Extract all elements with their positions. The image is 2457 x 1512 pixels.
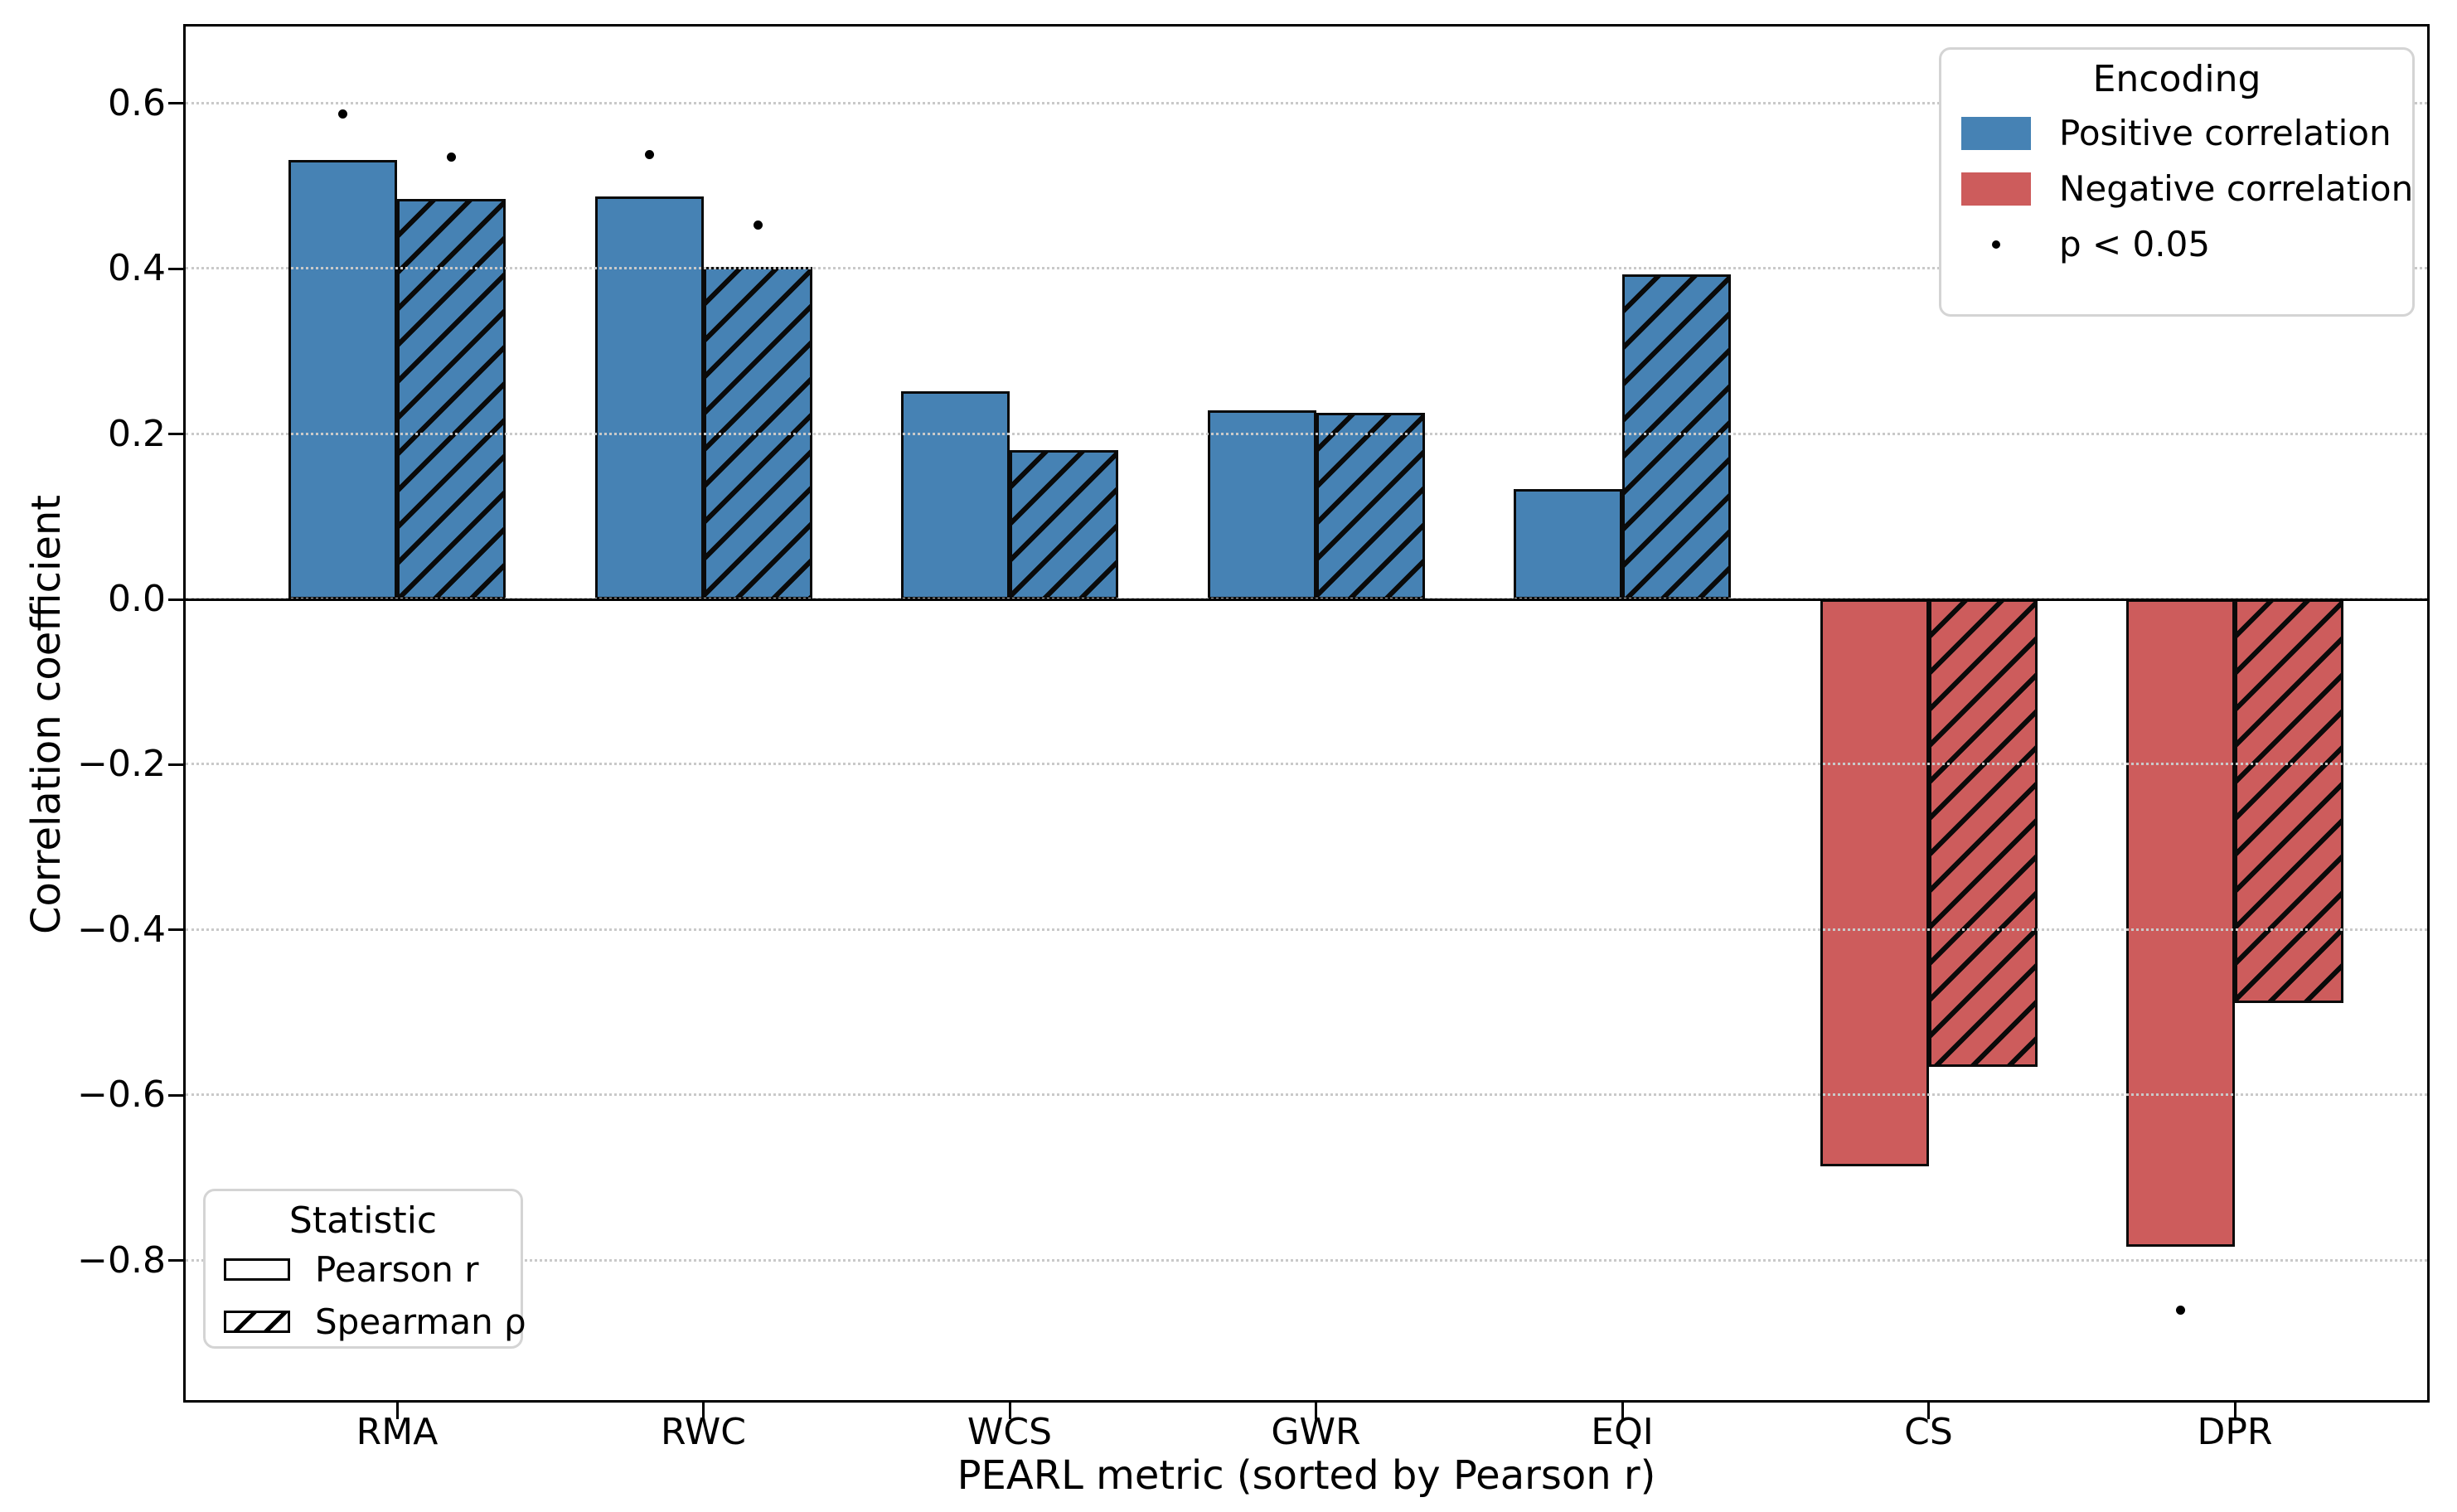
significance-dot-dpr — [2176, 1305, 2185, 1315]
y-tick-label: −0.8 — [77, 1238, 166, 1282]
bar-gwr-pearson — [1207, 410, 1316, 599]
y-tick-mark — [168, 433, 183, 436]
x-axis-label: PEARL metric (sorted by Pearson r) — [957, 1452, 1656, 1499]
y-tick-label: 0.6 — [108, 81, 166, 124]
negative-correlation-swatch — [1961, 172, 2031, 206]
y-tick-mark — [168, 598, 183, 601]
bar-rma-spearman — [397, 199, 506, 599]
gridline-y — [186, 267, 2427, 270]
y-tick-label: −0.6 — [77, 1073, 166, 1117]
legend-item-spearman: Spearman ρ — [224, 1301, 526, 1342]
x-tick-mark — [1008, 1403, 1011, 1419]
legend-item-label: p < 0.05 — [2059, 224, 2211, 264]
y-tick-label: 0.2 — [108, 412, 166, 455]
y-tick-mark — [168, 102, 183, 105]
legend-item-pearson: Pearson r — [224, 1249, 521, 1290]
x-tick-mark — [1315, 1403, 1317, 1419]
legend-item-label: Negative correlation — [2059, 168, 2414, 209]
gridline-y — [186, 432, 2427, 435]
plot-area: Encoding Positive correlation Negative c… — [183, 24, 2430, 1403]
y-tick-mark — [168, 267, 183, 270]
x-tick-label-rma: RMA — [356, 1411, 439, 1453]
gridline-y — [186, 1093, 2427, 1097]
x-tick-mark — [702, 1403, 705, 1419]
legend-item-label: Spearman ρ — [315, 1301, 526, 1342]
x-tick-label-dpr: DPR — [2197, 1411, 2273, 1453]
bar-eqi-spearman — [1622, 274, 1731, 599]
legend-encoding: Encoding Positive correlation Negative c… — [1939, 47, 2415, 317]
x-tick-mark — [395, 1403, 399, 1419]
bar-gwr-spearman — [1316, 412, 1425, 599]
y-tick-mark — [168, 763, 183, 766]
y-tick-mark — [168, 1259, 183, 1262]
y-tick-mark — [168, 1093, 183, 1097]
significance-dot-rwc — [753, 220, 763, 230]
legend-item-significance: p < 0.05 — [1961, 224, 2412, 264]
bar-dpr-spearman — [2235, 599, 2343, 1003]
bar-rwc-pearson — [594, 196, 704, 599]
y-tick-label: 0.4 — [108, 247, 166, 290]
y-tick-label: −0.2 — [77, 743, 166, 786]
x-tick-label-wcs: WCS — [967, 1411, 1053, 1453]
gridline-y — [186, 928, 2427, 931]
positive-correlation-swatch — [1961, 116, 2031, 150]
x-tick-label-eqi: EQI — [1591, 1411, 1654, 1453]
legend-item-label: Positive correlation — [2059, 113, 2392, 153]
gridline-y — [186, 763, 2427, 766]
x-tick-mark — [1621, 1403, 1624, 1419]
legend-encoding-title: Encoding — [2092, 58, 2261, 100]
legend-item-negative: Negative correlation — [1961, 168, 2414, 209]
legend-statistic-title: Statistic — [288, 1199, 438, 1242]
dot-icon — [1992, 240, 2000, 249]
bar-rma-pearson — [288, 159, 397, 599]
y-axis-label: Correlation coefficient — [23, 494, 70, 935]
legend-item-label: Pearson r — [315, 1249, 479, 1290]
bar-dpr-pearson — [2126, 599, 2235, 1247]
bar-wcs-spearman — [1010, 449, 1118, 599]
significance-dot-swatch — [1961, 240, 2031, 249]
x-tick-label-rwc: RWC — [660, 1411, 747, 1453]
y-tick-mark — [168, 928, 183, 932]
bar-cs-spearman — [1928, 599, 2038, 1068]
legend-statistic: Statistic Pearson r Spearman ρ — [203, 1189, 526, 1349]
y-tick-label: 0.0 — [108, 578, 166, 620]
bar-eqi-pearson — [1514, 489, 1622, 599]
spearman-swatch — [224, 1311, 290, 1333]
bar-cs-pearson — [1820, 599, 1929, 1166]
x-tick-mark — [1927, 1403, 1930, 1419]
legend-item-positive: Positive correlation — [1961, 113, 2412, 153]
gridline-y — [186, 1258, 2427, 1262]
pearson-swatch — [224, 1258, 290, 1281]
bar-wcs-pearson — [901, 390, 1010, 599]
zero-line — [186, 598, 2427, 601]
x-tick-mark — [2233, 1403, 2236, 1419]
significance-dot-rma — [338, 109, 347, 119]
x-tick-label-cs: CS — [1904, 1411, 1953, 1453]
x-tick-label-gwr: GWR — [1271, 1411, 1361, 1453]
significance-dot-rma — [447, 153, 456, 162]
y-tick-label: −0.4 — [77, 908, 166, 951]
significance-dot-rwc — [644, 150, 654, 160]
gridline-y — [186, 101, 2427, 104]
